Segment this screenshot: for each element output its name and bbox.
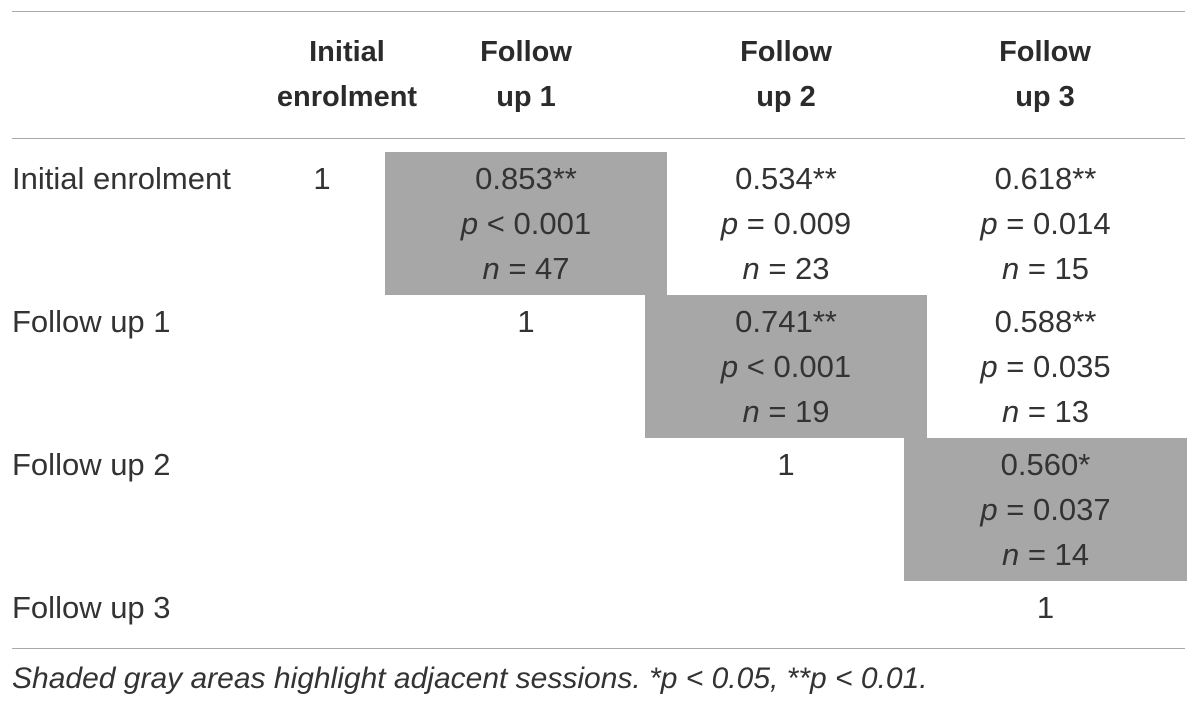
p-value: p = 0.014	[980, 206, 1111, 241]
p-value: p = 0.037	[980, 492, 1111, 527]
r-value: 0.534**	[735, 161, 837, 196]
shaded-cell-r1c2	[645, 295, 927, 438]
p-value: p = 0.035	[980, 349, 1111, 384]
shaded-cell-r0c1	[385, 152, 667, 295]
diagonal-cell-r2c2: 1	[777, 447, 795, 482]
correlation-cell-r0c2: 0.534** p = 0.009 n = 23	[645, 156, 927, 291]
correlation-cell-r0c3: 0.618** p = 0.014 n = 15	[904, 156, 1187, 291]
table-top-rule	[12, 11, 1185, 12]
r-value: 0.588**	[994, 304, 1097, 339]
r-value: 0.560*	[1000, 447, 1091, 482]
p-value: p < 0.001	[720, 349, 852, 384]
r-value: 0.741**	[735, 304, 837, 339]
column-header-follow-up-3: Follow up 3	[999, 36, 1091, 113]
n-value: n = 14	[1001, 537, 1090, 572]
n-value: n = 47	[482, 251, 570, 286]
n-value: n = 19	[742, 394, 830, 429]
n-value: n = 23	[742, 251, 830, 286]
r-value: 0.853**	[475, 161, 577, 196]
diagonal-cell-r0c0: 1	[313, 161, 331, 196]
shaded-cell-r2c3	[904, 438, 1187, 581]
table-footnote: Shaded gray areas highlight adjacent ses…	[12, 662, 928, 695]
row-label-follow-up-1: Follow up 1	[12, 304, 171, 339]
r-value: 0.618**	[994, 161, 1097, 196]
p-value: p = 0.009	[720, 206, 852, 241]
row-label-follow-up-2: Follow up 2	[12, 447, 171, 482]
row-label-follow-up-3: Follow up 3	[12, 590, 171, 625]
n-value: n = 15	[1001, 251, 1090, 286]
diagonal-cell-r3c3: 1	[1036, 590, 1055, 625]
correlation-cell-r1c2: 0.741** p < 0.001 n = 19	[645, 299, 927, 434]
correlation-cell-r0c1: 0.853** p < 0.001 n = 47	[385, 156, 667, 291]
correlation-cell-r2c3: 0.560* p = 0.037 n = 14	[904, 442, 1187, 577]
column-header-follow-up-2: Follow up 2	[740, 36, 832, 113]
table-header-rule	[12, 138, 1185, 139]
correlation-cell-r1c3: 0.588** p = 0.035 n = 13	[904, 299, 1187, 434]
table-bottom-rule	[12, 648, 1185, 649]
column-header-follow-up-1: Follow up 1	[480, 36, 572, 113]
column-header-initial-enrolment: Initial enrolment	[276, 36, 418, 113]
n-value: n = 13	[1001, 394, 1090, 429]
p-value: p < 0.001	[460, 206, 592, 241]
row-label-initial-enrolment: Initial enrolment	[12, 161, 231, 196]
diagonal-cell-r1c1: 1	[517, 304, 535, 339]
